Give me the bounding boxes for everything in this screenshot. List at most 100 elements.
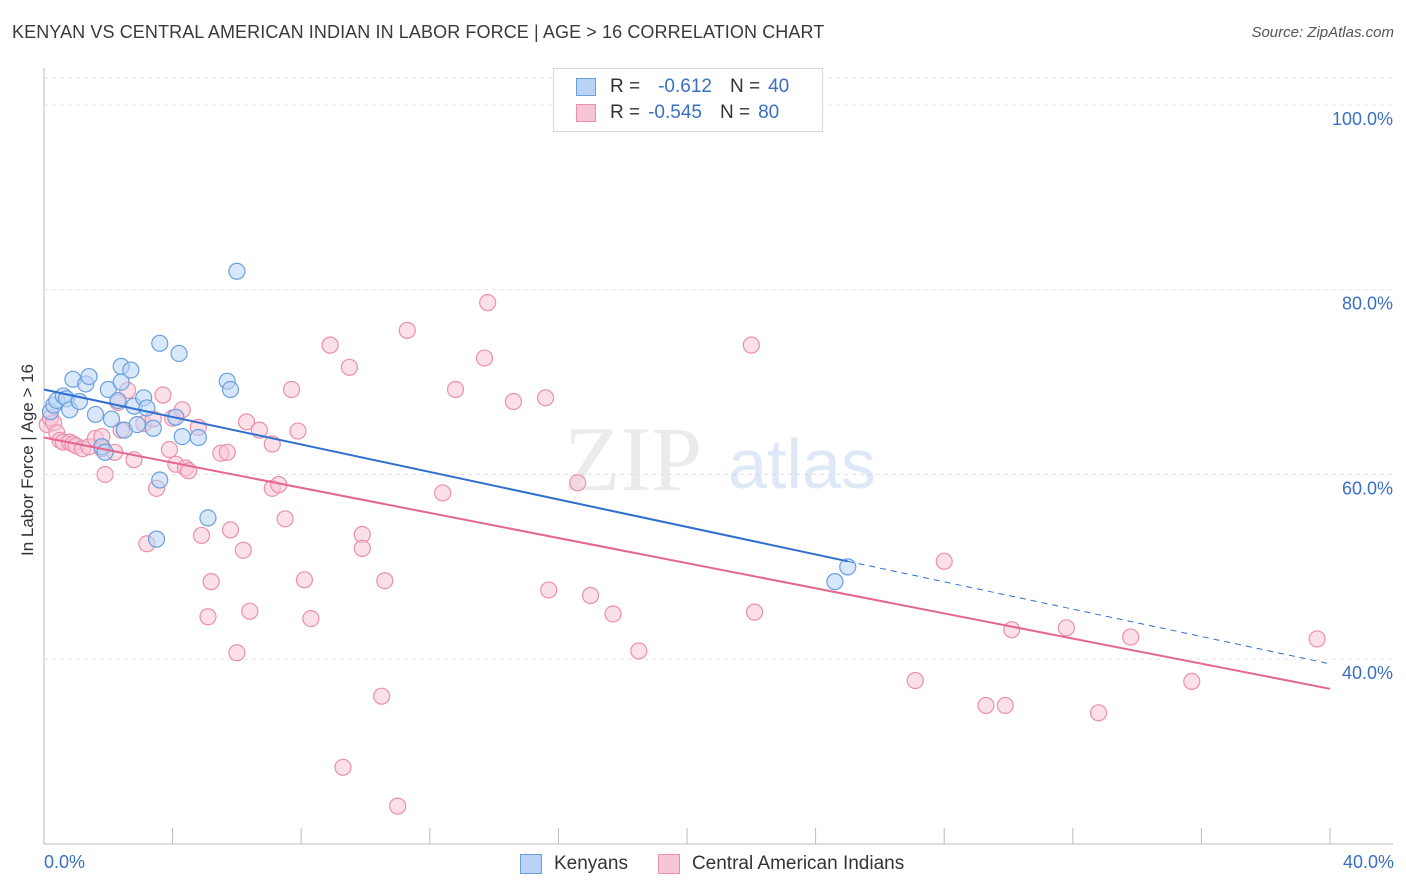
y-tick-label: 40.0%	[1342, 663, 1393, 683]
kenyan-point	[199, 509, 217, 527]
kenyan-point	[151, 334, 169, 352]
cai-point	[192, 526, 211, 545]
cai-point	[199, 608, 217, 626]
cai-points	[38, 294, 1326, 815]
kenyan-point	[839, 558, 857, 576]
legend-n-value-cai: 80	[758, 102, 780, 123]
cai-point	[302, 609, 320, 628]
kenyan-point	[228, 262, 246, 280]
cai-point	[504, 392, 522, 411]
kenyan-trend-line	[43, 388, 848, 563]
cai-point	[154, 386, 172, 404]
cai-point	[479, 294, 497, 312]
cai-point	[742, 336, 760, 354]
source-label: Source: ZipAtlas.com	[1251, 24, 1394, 41]
legend-item-cai: Central American Indians	[657, 853, 905, 875]
cai-point	[228, 644, 246, 662]
cai-point	[996, 696, 1014, 715]
watermark-atlas: atlas	[728, 425, 876, 503]
cai-point	[906, 671, 924, 690]
cai-point	[536, 389, 555, 407]
cai-point	[630, 642, 648, 660]
cai-point	[398, 321, 416, 339]
y-tick-label: 60.0%	[1342, 478, 1393, 498]
cai-point	[334, 758, 352, 776]
legend-n-label: N =	[719, 102, 751, 123]
series-legend: Kenyans Central American Indians	[520, 851, 934, 877]
legend-r-label: R =	[610, 76, 641, 97]
legend-swatch-kenyans	[520, 854, 542, 874]
kenyan-points	[41, 262, 857, 591]
legend-r-label: R =	[610, 102, 641, 123]
cai-point	[745, 603, 764, 621]
kenyan-point	[80, 367, 98, 386]
legend-item-kenyans: Kenyans	[520, 853, 628, 875]
kenyan-point	[221, 380, 240, 399]
kenyan-point	[173, 428, 191, 446]
cai-point	[202, 573, 220, 591]
y-tick-label: 100.0%	[1332, 109, 1393, 129]
legend-r-value-cai: -0.545	[648, 102, 702, 123]
cai-point	[540, 581, 558, 599]
kenyan-point	[826, 573, 844, 591]
legend-n-label: N =	[729, 76, 761, 97]
kenyan-point	[86, 405, 105, 424]
watermark-zip: ZIP	[564, 408, 702, 510]
cai-point	[977, 696, 995, 715]
cai-point	[581, 586, 600, 605]
cai-point	[276, 510, 294, 528]
cai-point	[446, 380, 465, 399]
kenyan-point	[102, 410, 121, 428]
legend-n-value-kenyans: 40	[768, 76, 790, 97]
chart-title: KENYAN VS CENTRAL AMERICAN INDIAN IN LAB…	[12, 22, 825, 42]
x-tick-label-max: 40.0%	[1342, 852, 1394, 872]
legend-label-cai: Central American Indians	[691, 853, 905, 874]
cai-trend-line	[43, 436, 1331, 690]
cai-point	[1183, 672, 1201, 691]
cai-point	[295, 571, 314, 589]
cai-point	[221, 521, 240, 539]
cai-point	[241, 602, 259, 620]
kenyan-point	[147, 530, 166, 548]
legend-label-kenyans: Kenyans	[554, 853, 628, 874]
cai-point	[1089, 704, 1108, 722]
cai-point	[282, 380, 301, 399]
cai-point	[234, 541, 252, 559]
kenyan-point	[144, 419, 162, 437]
cai-point	[289, 422, 307, 440]
kenyan-point	[170, 344, 188, 363]
kenyan-point	[99, 380, 117, 399]
cai-point	[475, 349, 494, 367]
cai-point	[237, 413, 256, 431]
x-tick-label-min: 0.0%	[44, 852, 86, 872]
cai-point	[434, 484, 452, 502]
cai-point	[604, 605, 622, 623]
cai-point	[935, 552, 953, 570]
cai-point	[1003, 621, 1021, 639]
kenyan-point	[128, 415, 146, 434]
legend-r-value-kenyans: -0.612	[658, 76, 712, 97]
cai-point	[376, 572, 394, 590]
cai-point	[569, 474, 587, 492]
kenyan-point	[189, 428, 207, 447]
stats-legend: R = -0.612 N = 40 R = -0.545 N = 80	[553, 68, 823, 132]
kenyan-trend-extension	[847, 560, 1331, 665]
cai-point	[160, 440, 178, 459]
cai-point	[389, 797, 407, 815]
legend-swatch-kenyans	[576, 78, 596, 96]
cai-point	[96, 465, 114, 484]
legend-swatch-cai	[576, 104, 596, 122]
y-tick-label: 80.0%	[1342, 294, 1393, 314]
cai-point	[321, 336, 339, 354]
kenyan-point	[96, 443, 114, 461]
cai-point	[372, 687, 391, 705]
cai-point	[1308, 630, 1326, 648]
legend-swatch-cai	[657, 854, 680, 874]
legend-row-kenyans: R = -0.612 N = 40	[576, 75, 789, 99]
cai-point	[1057, 619, 1075, 637]
cai-point	[218, 443, 236, 461]
cai-point	[353, 539, 371, 557]
kenyan-point	[122, 361, 140, 379]
kenyan-point	[151, 471, 169, 489]
